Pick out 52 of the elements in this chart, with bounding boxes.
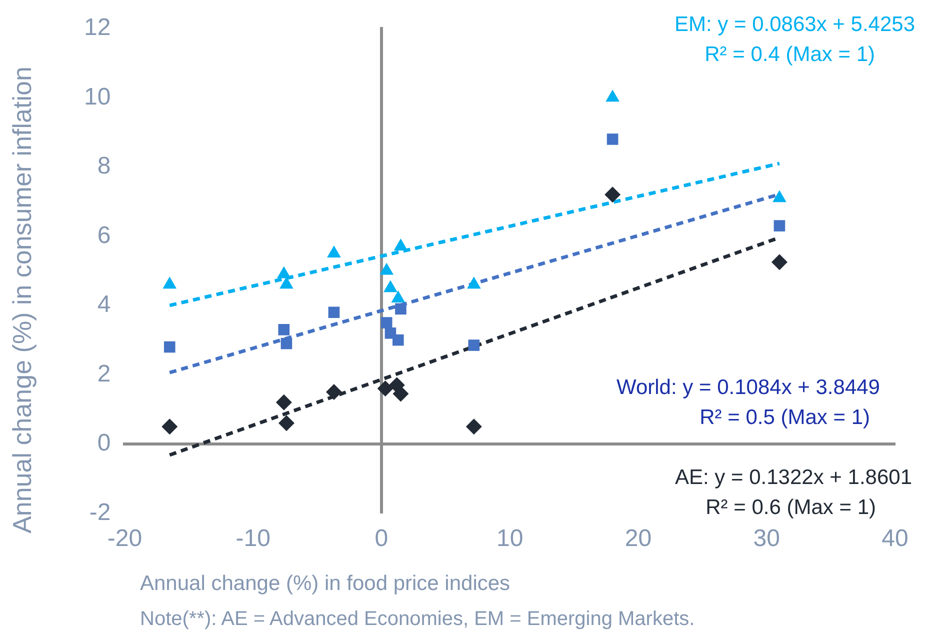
point [326,384,342,400]
point [164,341,176,353]
annotation: World: y = 0.1084x + 3.8449 [616,376,880,399]
point [377,380,394,397]
point [392,386,409,402]
x-tick-label: 0 [374,525,388,552]
annotation: R² = 0.5 (Max = 1) [700,406,870,429]
text: Note(**): AE = Advanced Economies, EM = Emerging Markets. [140,608,695,630]
point [380,317,392,328]
point [774,220,786,232]
annotation: R² = 0.4 (Max = 1) [704,43,875,66]
x-tick-label: 30 [753,525,780,552]
point [162,276,177,289]
y-tick-label: 10 [84,83,111,110]
y-tick-label: 8 [97,152,111,180]
annotation: AE: y = 0.1322x + 1.8601 [674,466,912,489]
point [276,266,291,278]
x-tick-label: 10 [496,525,524,552]
y-tick-label: 6 [97,222,111,249]
point [278,415,294,432]
point [466,276,481,289]
point [380,262,394,275]
y-tick-label: 0 [97,430,111,457]
point [327,245,341,258]
point [391,290,406,303]
x-tick-label: 40 [882,525,908,552]
point [392,334,404,346]
y-tick-label: 2 [97,360,111,388]
point [384,280,398,292]
point [280,338,292,350]
x-tick-label: -20 [107,525,142,552]
point [772,190,786,202]
y-tick-label: 12 [84,14,111,42]
y-tick-label: -2 [89,498,111,526]
y-axis-title: Annual change (%) in consumer inflation [7,66,37,534]
annotation: EM: y = 0.0863x + 5.4253 [674,13,915,36]
point [468,340,480,351]
point [394,238,408,251]
point [280,276,294,289]
y-tick-label: 4 [97,291,111,318]
point [276,394,292,410]
x-tick-label: 20 [624,525,652,552]
point [162,418,178,435]
point [466,418,482,435]
point [328,306,340,318]
point [606,90,620,102]
point [395,303,406,315]
point [771,254,788,270]
point [278,324,290,336]
annotation: R² = 0.6 (Max = 1) [706,496,876,519]
x-axis-title: Annual change (%) in food price indices [140,572,510,595]
x-tick-label: -10 [236,525,270,552]
